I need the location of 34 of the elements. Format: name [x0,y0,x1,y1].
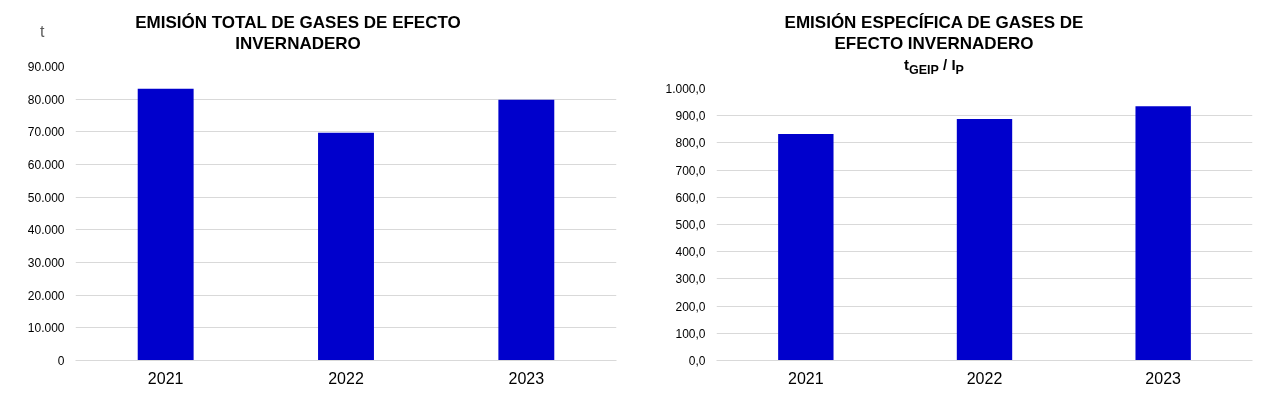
y-tick-label: 60.000 [27,158,65,172]
y-tick-label: 0,0 [688,354,706,368]
y-tick-label: 800,0 [675,136,706,151]
y-tick-label: 80.000 [27,92,65,107]
x-tick-label: 2022 [966,369,1003,387]
y-tick-label: 300,0 [675,272,706,287]
y-tick-label: 1.000,0 [665,82,706,96]
y-tick-label: 90.000 [27,60,65,74]
chart-title: EMISIÓN ESPECÍFICA DE GASES DE EFECTO INVERNADERO [783,12,1085,54]
x-tick-label: 2022 [328,369,364,387]
x-tick-label: 2021 [788,369,824,387]
y-tick-label: 600,0 [675,190,706,205]
y-tick-label: 100,0 [675,326,706,341]
y-tick-label: 30.000 [27,256,65,270]
y-tick-label: 20.000 [27,288,65,303]
y-tick-label: 0 [57,354,65,368]
y-tick-label: 500,0 [675,218,706,232]
y-tick-label: 200,0 [675,299,706,314]
y-tick-label: 10.000 [27,321,65,336]
bar [318,132,374,361]
y-tick-label: 70.000 [27,125,65,140]
x-tick-label: 2021 [147,369,184,387]
x-tick-label: 2023 [508,369,545,387]
bar [498,99,555,361]
y-tick-label: 50.000 [27,190,65,205]
y-axis-title: t [40,22,45,43]
y-tick-label: 900,0 [675,109,706,124]
y-tick-label: 400,0 [675,245,706,260]
bar [137,88,194,361]
x-tick-label: 2023 [1145,369,1182,387]
y-tick-label: 700,0 [675,163,706,178]
y-tick-label: 40.000 [27,223,65,238]
chart-title: EMISIÓN TOTAL DE GASES DE EFECTO INVERNADERO [135,13,461,53]
chart-subtitle: t$_{GEIP}$ / I$_{P}$ [903,55,965,79]
